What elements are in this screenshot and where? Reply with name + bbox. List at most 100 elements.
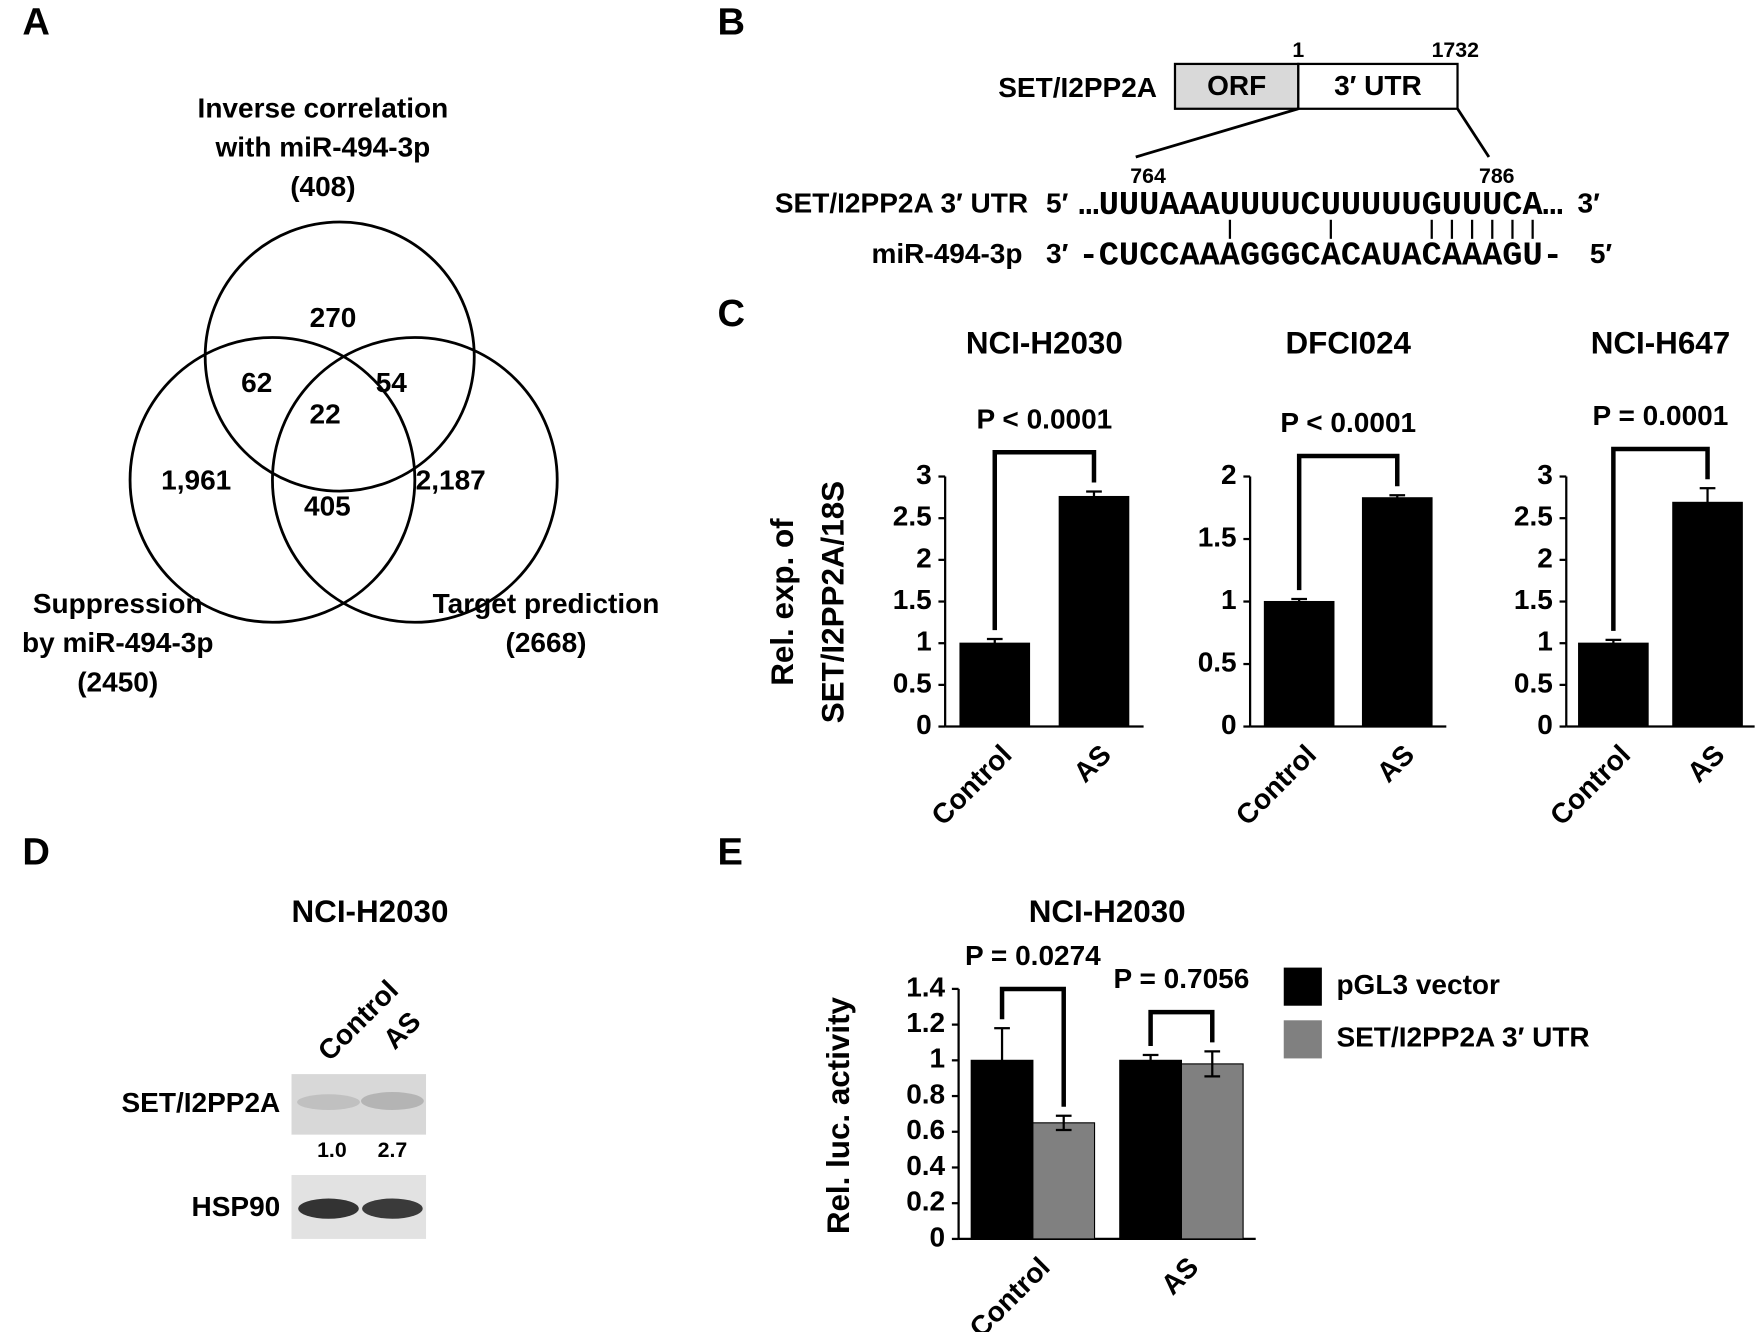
orf-label: ORF: [1207, 70, 1266, 101]
y-tick-label: 1: [930, 1043, 946, 1074]
venn-count: 54: [376, 367, 408, 398]
significance-bracket: [992, 450, 1097, 631]
blot-row-label: SET/I2PP2A: [121, 1087, 280, 1118]
y-tick-label: 1: [1537, 626, 1553, 657]
base-pairs: [1228, 219, 1534, 239]
significance-bracket: [1296, 453, 1400, 591]
legend-label: SET/I2PP2A 3′ UTR: [1336, 1022, 1589, 1053]
y-tick-label: 2: [1537, 542, 1553, 573]
p-value: P < 0.0001: [1280, 407, 1416, 438]
venn-set-label: by miR-494-3p: [22, 627, 213, 658]
venn-set-total: (2450): [77, 666, 158, 697]
chart-title: DFCI024: [1285, 326, 1411, 361]
mrna-5prime: 5′: [1046, 188, 1069, 219]
y-tick-label: 1.5: [1514, 584, 1553, 615]
venn-circle: [203, 220, 476, 493]
panel-label: C: [718, 293, 746, 335]
bar: [1263, 600, 1335, 728]
p-value: P < 0.0001: [976, 403, 1112, 434]
legend-swatch: [1283, 967, 1322, 1006]
legend-label: pGL3 vector: [1336, 969, 1500, 1000]
venn-set-label: Target prediction: [433, 588, 660, 619]
mirna-name: miR-494-3p: [871, 238, 1022, 269]
venn-count: 405: [304, 490, 351, 521]
y-tick-label: 0.5: [1514, 667, 1553, 698]
y-tick-label: 2.5: [1514, 501, 1553, 532]
y-tick-label: 0: [1537, 709, 1553, 740]
y-tick-label: 0.8: [906, 1078, 945, 1109]
blot-title: NCI-H2030: [292, 894, 449, 929]
utr-start: 1: [1292, 38, 1304, 62]
y-axis-label: Rel. exp. of: [765, 518, 800, 686]
quantification: 1.0: [317, 1138, 347, 1162]
blot-band: [361, 1092, 424, 1110]
legend-swatch: [1283, 1020, 1322, 1059]
p-value: P = 0.0274: [965, 940, 1101, 971]
y-tick-label: 3: [916, 459, 932, 490]
panel-label: B: [718, 2, 746, 44]
mirna-3prime: 3′: [1046, 238, 1069, 269]
blot-band: [297, 1094, 360, 1110]
venn-set-label: Inverse correlation: [198, 92, 449, 123]
mrna-name: SET/I2PP2A 3′ UTR: [775, 188, 1028, 219]
x-tick-label: AS: [1067, 739, 1116, 788]
venn-count: 270: [310, 302, 357, 333]
bar: [1180, 1063, 1244, 1240]
venn-circle: [271, 336, 559, 624]
utr-label: 3′ UTR: [1334, 70, 1422, 101]
x-tick-label: Control: [925, 739, 1017, 831]
utr-box: [1297, 62, 1459, 110]
bar: [1058, 495, 1130, 728]
y-axis-label: SET/I2PP2A/18S: [816, 481, 851, 723]
y-tick-label: 0.2: [906, 1186, 945, 1217]
utr-end: 1732: [1432, 38, 1479, 62]
zoom-line: [1135, 107, 1299, 159]
significance-bracket: [1611, 446, 1710, 631]
y-tick-label: 0: [1221, 709, 1237, 740]
y-tick-label: 1.2: [906, 1007, 945, 1038]
mrna-3prime: 3′: [1577, 188, 1600, 219]
bar: [1361, 497, 1433, 728]
venn-set-total: (408): [290, 171, 355, 202]
blot-band: [362, 1198, 423, 1219]
y-tick-label: 1.5: [1198, 521, 1237, 552]
x-tick-label: AS: [1371, 739, 1420, 788]
zoom-line: [1456, 108, 1491, 158]
bar: [1032, 1122, 1096, 1240]
chart-title: NCI-H2030: [1029, 894, 1186, 929]
x-tick-label: Control: [1230, 739, 1322, 831]
y-tick-label: 2: [1221, 459, 1237, 490]
venn-set-label: Suppression: [33, 588, 203, 619]
y-tick-label: 0.5: [1198, 646, 1237, 677]
chart-title: NCI-H2030: [966, 326, 1123, 361]
significance-bracket: [999, 986, 1066, 1107]
site-end: 786: [1479, 164, 1515, 188]
y-tick-label: 0.5: [893, 667, 932, 698]
y-axis-label: Rel. luc. activity: [821, 996, 856, 1234]
y-tick-label: 2: [916, 542, 932, 573]
y-tick-label: 0: [930, 1221, 946, 1252]
panel-label: D: [22, 831, 50, 873]
venn-set-label: with miR-494-3p: [214, 132, 430, 163]
y-tick-label: 1: [916, 626, 932, 657]
venn-diagram: [128, 220, 559, 624]
bar: [1578, 642, 1649, 728]
gene-name: SET/I2PP2A: [998, 72, 1157, 103]
venn-count: 2,187: [416, 465, 486, 496]
venn-circle: [128, 336, 417, 624]
x-tick-label: AS: [1155, 1251, 1204, 1300]
bar: [1672, 501, 1743, 728]
site-start: 764: [1130, 164, 1166, 188]
blot-band: [298, 1198, 359, 1219]
venn-count: 62: [241, 367, 272, 398]
significance-bracket: [1148, 1009, 1215, 1047]
y-tick-label: 0: [916, 709, 932, 740]
y-tick-label: 1.5: [893, 584, 932, 615]
venn-count: 22: [310, 398, 341, 429]
y-tick-label: 2.5: [893, 501, 932, 532]
mrna-sequence: …UUUAAAUUUUCUUUUUGUUUCA…: [1079, 187, 1563, 225]
x-tick-label: Control: [963, 1251, 1055, 1332]
venn-count: 1,961: [161, 465, 231, 496]
y-tick-label: 1: [1221, 584, 1237, 615]
